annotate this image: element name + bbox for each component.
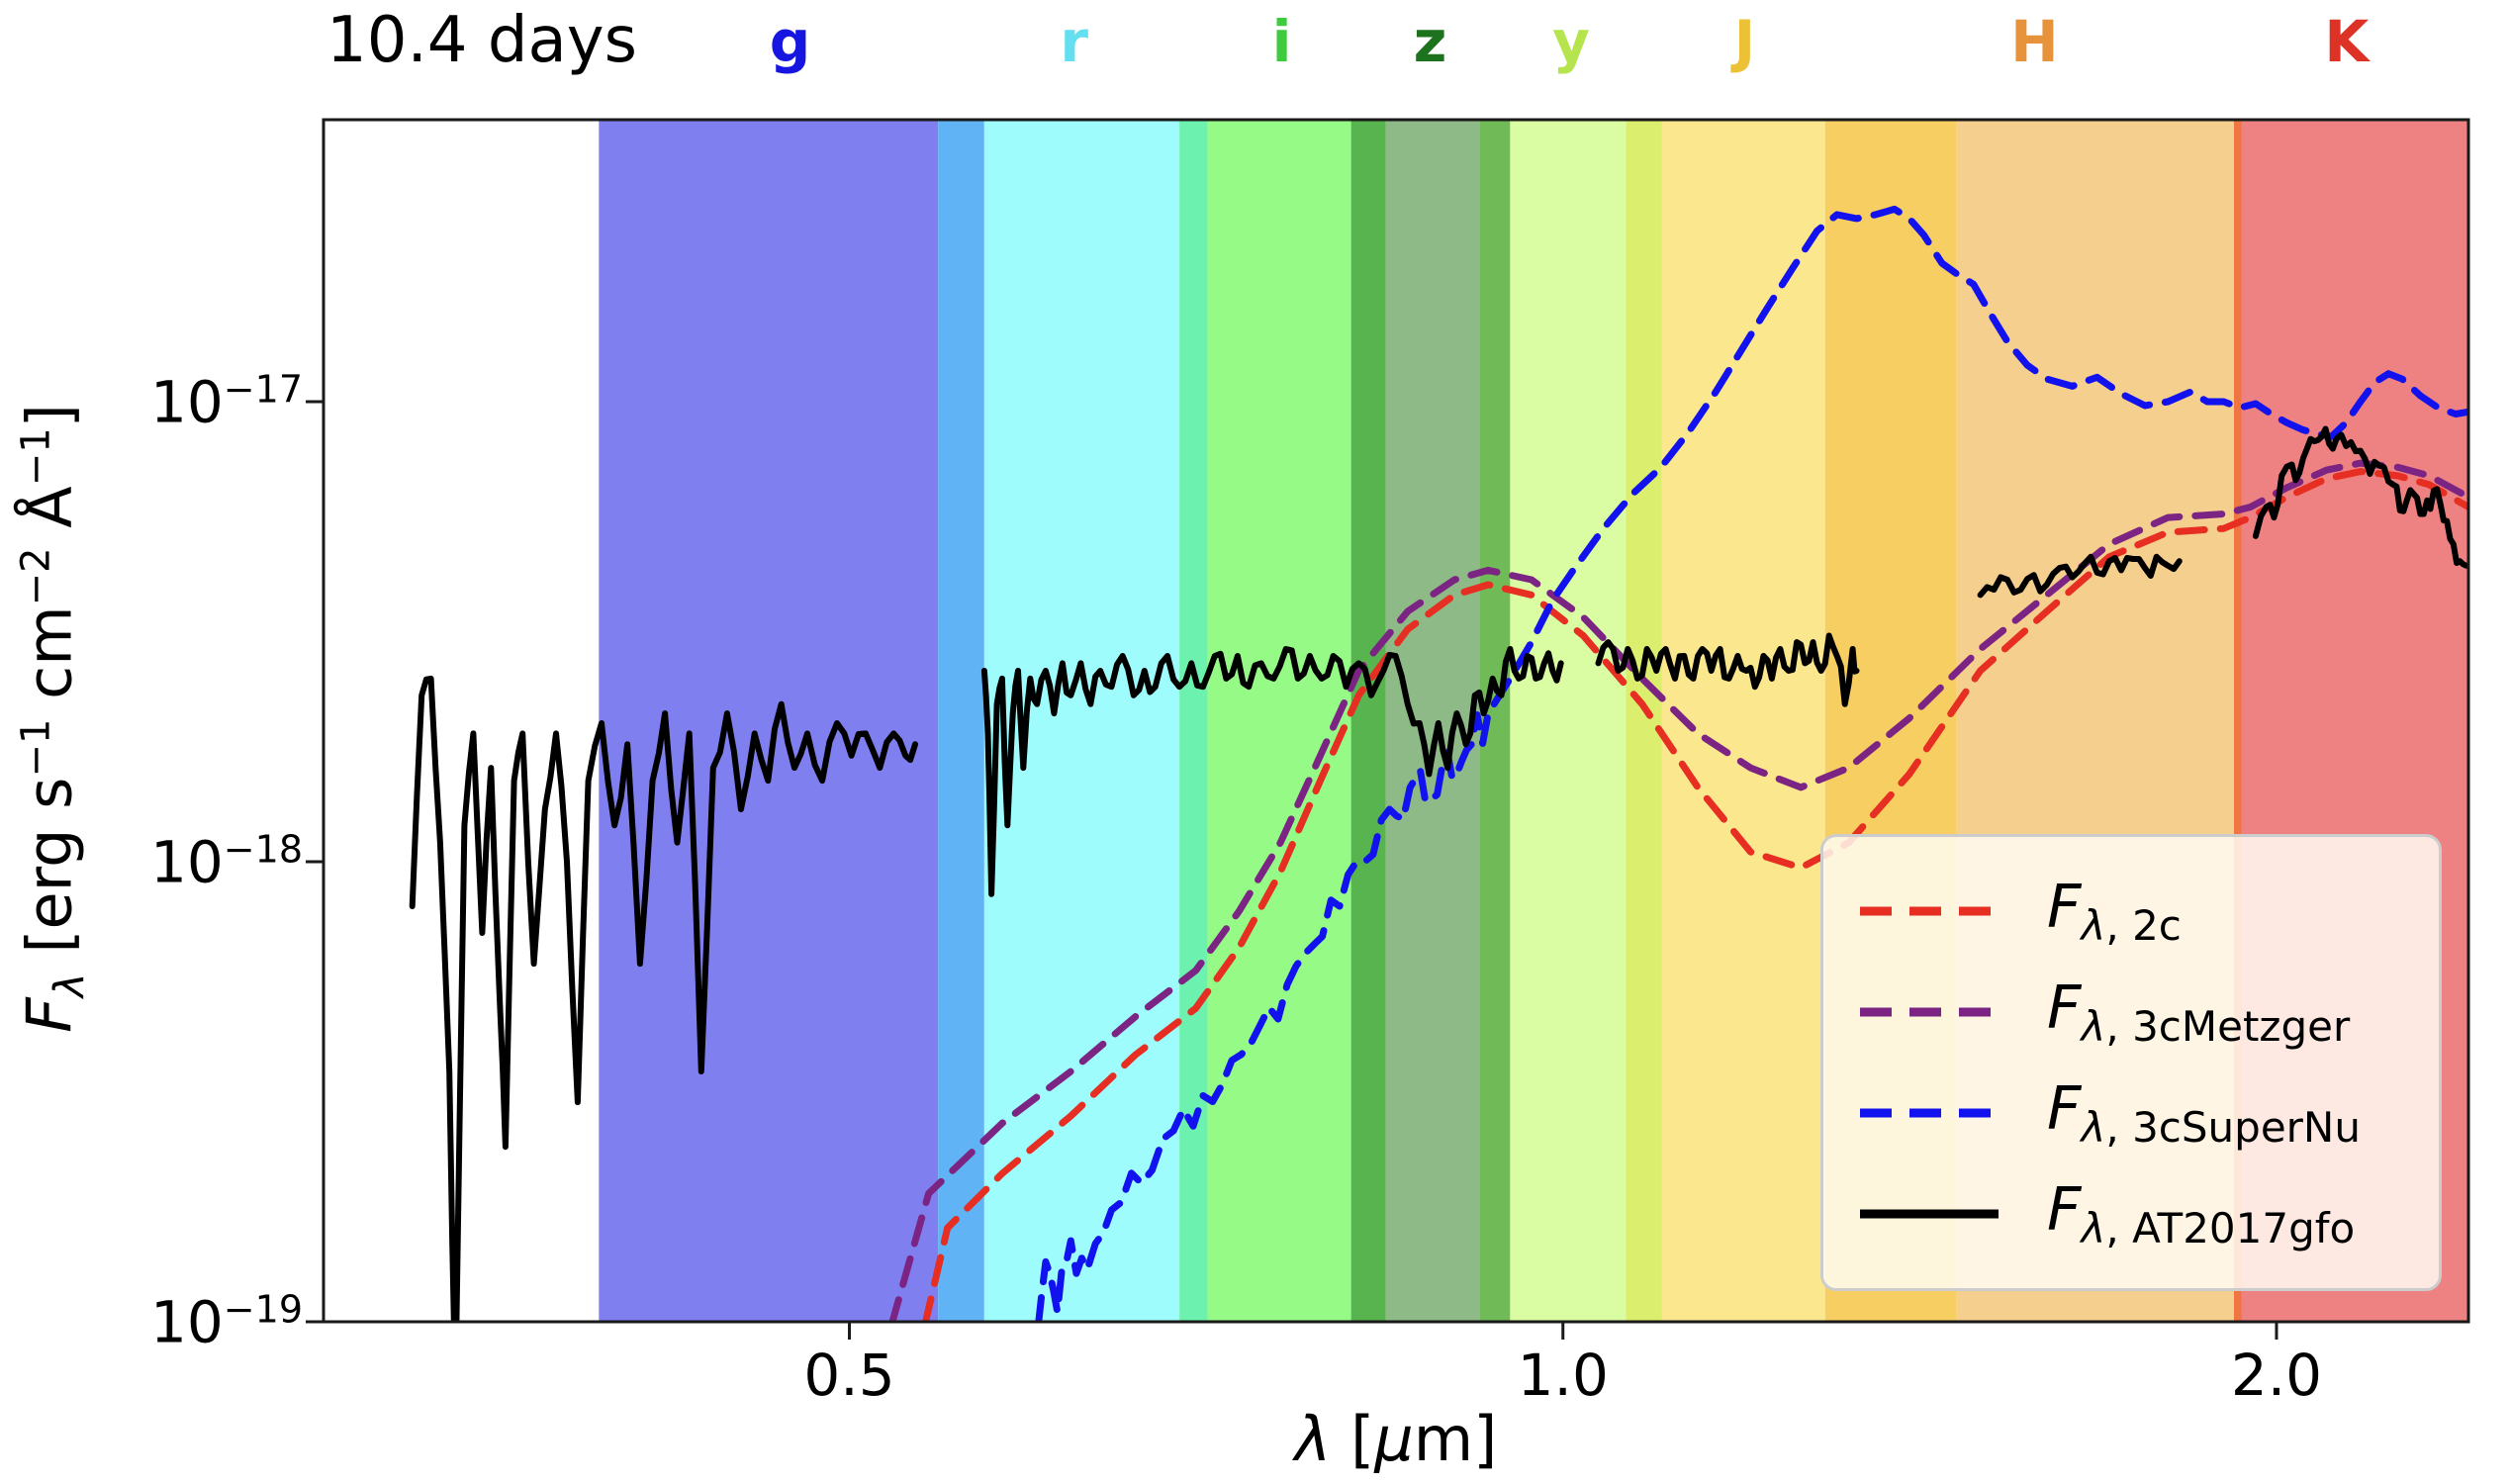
x-axis-label: λ [μm] xyxy=(1295,1403,1498,1475)
band-label-g: g xyxy=(769,8,811,75)
band-z xyxy=(1385,120,1480,1322)
legend-entry-3cMetzger: Fλ, 3cMetzger xyxy=(1855,974,2407,1051)
legend-label: Fλ, 3cMetzger xyxy=(2047,974,2351,1051)
y-axis-label-F: F xyxy=(13,997,86,1033)
y-tick-label: 10−19 xyxy=(150,1287,303,1355)
x-tick-label: 2.0 xyxy=(2230,1342,2323,1409)
band-label-r: r xyxy=(1060,8,1088,75)
curves xyxy=(409,205,2468,1322)
curve-3cSuperNu xyxy=(1035,205,2468,1322)
curve-AT2017gfo xyxy=(1977,553,2183,599)
legend-entry-AT2017gfo: Fλ, AT2017gfo xyxy=(1855,1175,2407,1252)
band-label-J: J xyxy=(1733,8,1756,75)
band-y-J xyxy=(1626,120,1662,1322)
plot-title: 10.4 days xyxy=(326,4,637,77)
legend-line-dashed-red xyxy=(1860,906,1999,916)
legend: Fλ, 2c Fλ, 3cMetzger Fλ, 3cSuperNu Fλ, A… xyxy=(1820,834,2442,1291)
x-tick-label: 0.5 xyxy=(803,1342,895,1409)
y-tick-label: 10−17 xyxy=(150,367,303,435)
y-axis-label-lambda: λ xyxy=(45,973,94,998)
curve-2c xyxy=(921,468,2468,1322)
legend-line-dashed-purple xyxy=(1860,1007,1999,1017)
axes-frame xyxy=(322,118,2470,1324)
band-label-H: H xyxy=(2010,8,2059,75)
y-tick-exp: −19 xyxy=(223,1287,303,1332)
band-label-z: z xyxy=(1413,8,1447,75)
band-g xyxy=(599,120,939,1322)
y-tick-exp: −18 xyxy=(223,827,303,872)
legend-entry-2c: Fλ, 2c xyxy=(1855,873,2407,950)
y-tick-label: 10−18 xyxy=(150,827,303,895)
legend-label: Fλ, AT2017gfo xyxy=(2047,1175,2356,1252)
legend-line-solid-black xyxy=(1860,1209,1999,1219)
x-tick-label: 1.0 xyxy=(1517,1342,1609,1409)
y-tick-base: 10 xyxy=(149,828,224,896)
x-axis-label-open: [ xyxy=(1331,1403,1375,1475)
y-tick-base: 10 xyxy=(149,1288,224,1356)
band-K-edge xyxy=(2233,120,2242,1322)
band-g-r xyxy=(938,120,984,1322)
legend-label: Fλ, 3cSuperNu xyxy=(2047,1074,2361,1152)
y-tick-exp: −17 xyxy=(223,367,303,412)
curve-AT2017gfo xyxy=(409,675,918,1322)
curve-AT2017gfo xyxy=(2252,425,2468,569)
band-r xyxy=(983,120,1180,1322)
x-axis-label-lambda: λ xyxy=(1294,1403,1332,1475)
legend-label: Fλ, 2c xyxy=(2047,873,2182,950)
y-axis-label: Fλ [erg s−1 cm−2 Å−1] xyxy=(13,404,94,1033)
band-label-i: i xyxy=(1271,8,1292,75)
curve-AT2017gfo xyxy=(980,646,1564,897)
x-axis-label-mu: μ xyxy=(1374,1403,1414,1475)
y-tick-base: 10 xyxy=(149,368,224,436)
x-axis-label-close: m] xyxy=(1413,1403,1498,1475)
band-r-i xyxy=(1179,120,1208,1322)
band-label-K: K xyxy=(2324,8,2370,75)
curve-AT2017gfo xyxy=(1595,632,1860,707)
band-label-y: y xyxy=(1552,8,1590,75)
tick-marks xyxy=(306,400,2278,1340)
band-i-z xyxy=(1350,120,1386,1322)
band-i xyxy=(1207,120,1351,1322)
curve-3cMetzger xyxy=(888,459,2468,1322)
legend-line-dashed-blue xyxy=(1860,1108,1999,1118)
band-y xyxy=(1510,120,1627,1322)
legend-entry-3cSuperNu: Fλ, 3cSuperNu xyxy=(1855,1074,2407,1152)
